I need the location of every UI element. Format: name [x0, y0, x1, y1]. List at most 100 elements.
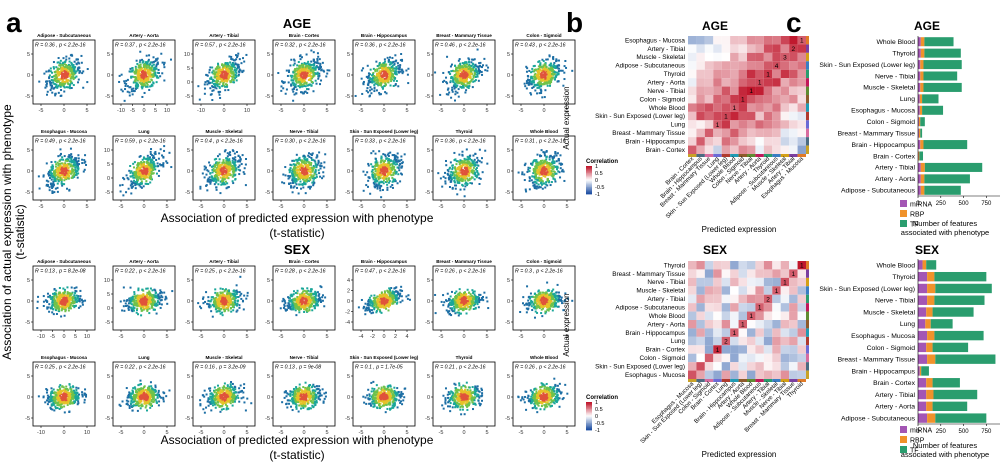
- scatter-point: [228, 76, 231, 79]
- scatter-point: [295, 163, 298, 166]
- scatter-point: [400, 158, 403, 161]
- scatter-point: [571, 69, 574, 72]
- scatter-point: [378, 93, 381, 96]
- scatter-point: [556, 152, 559, 155]
- scatter-point: [474, 174, 477, 177]
- scatter-point: [305, 176, 308, 179]
- scatter-point: [555, 58, 558, 61]
- scatter-point: [141, 165, 144, 168]
- scatter-point: [308, 152, 311, 155]
- scatter-point: [229, 81, 232, 84]
- scatter-point: [467, 162, 470, 165]
- scatter-point: [86, 68, 89, 71]
- scatter-point: [149, 85, 152, 88]
- scatter-point: [70, 161, 73, 164]
- scatter-point: [551, 65, 554, 68]
- scatter-point: [229, 69, 232, 72]
- scatter-point: [72, 72, 75, 75]
- scatter-point: [382, 153, 385, 156]
- scatter-point: [67, 167, 70, 170]
- scatter-point: [297, 176, 300, 179]
- scatter-point: [370, 163, 373, 166]
- scatter-point: [49, 171, 52, 174]
- scatter-point: [533, 64, 536, 67]
- scatter-point: [462, 68, 465, 71]
- scatter-point: [148, 158, 151, 161]
- scatter-point: [216, 175, 219, 178]
- scatter-point: [224, 67, 227, 70]
- scatter-point: [131, 67, 134, 70]
- scatter-point: [299, 84, 302, 87]
- scatter-point: [405, 69, 408, 72]
- scatter-point: [76, 160, 79, 163]
- scatter-point: [229, 65, 232, 68]
- scatter-point: [307, 163, 310, 166]
- scatter-point: [59, 175, 62, 178]
- scatter-point: [211, 176, 214, 179]
- scatter-point: [306, 84, 309, 87]
- scatter-point: [460, 73, 463, 76]
- scatter-point: [554, 151, 557, 154]
- scatter-point: [464, 165, 467, 168]
- scatter-point: [296, 64, 299, 67]
- scatter-point: [49, 83, 52, 86]
- scatter-point: [224, 83, 227, 86]
- scatter-point: [455, 170, 458, 173]
- scatter-point: [557, 80, 560, 83]
- scatter-point: [151, 172, 154, 175]
- scatter-point: [382, 79, 385, 82]
- scatter-point: [458, 163, 461, 166]
- scatter-point: [360, 69, 363, 72]
- scatter-point: [465, 68, 468, 71]
- scatter-point: [372, 150, 375, 153]
- scatter-point: [473, 164, 476, 167]
- scatter-point: [216, 71, 219, 74]
- scatter-point: [204, 81, 207, 84]
- scatter-point: [73, 171, 76, 174]
- scatter-point: [49, 67, 52, 70]
- scatter-point: [234, 159, 237, 162]
- scatter-point: [77, 81, 80, 84]
- scatter-point: [149, 75, 152, 78]
- scatter-point: [392, 166, 395, 169]
- scatter-point: [467, 160, 470, 163]
- scatter-point: [228, 55, 231, 58]
- scatter-point: [374, 164, 377, 167]
- scatter-point: [377, 174, 380, 177]
- scatter-point: [292, 174, 295, 177]
- scatter-point: [370, 152, 373, 155]
- scatter-ytick-label: -5: [265, 190, 270, 196]
- scatter-point: [464, 71, 467, 74]
- scatter-point: [385, 63, 388, 66]
- scatter-point: [283, 81, 286, 84]
- scatter-ytick-label: 0: [347, 73, 350, 79]
- scatter-point: [537, 82, 540, 85]
- scatter-point: [307, 161, 310, 164]
- scatter-point: [228, 153, 231, 156]
- scatter-point: [125, 174, 128, 177]
- scatter-point: [448, 72, 451, 75]
- scatter-point: [302, 183, 305, 186]
- scatter-ytick-label: 5: [187, 66, 190, 72]
- scatter-point: [134, 85, 137, 88]
- scatter-point: [470, 64, 473, 67]
- scatter-point: [376, 187, 379, 190]
- scatter-point: [50, 166, 53, 169]
- scatter-point: [366, 76, 369, 79]
- scatter-point: [546, 84, 549, 87]
- scatter-point: [65, 64, 68, 67]
- scatter-ytick-label: 0: [187, 80, 190, 86]
- scatter-point: [70, 160, 73, 163]
- scatter-point: [369, 81, 372, 84]
- scatter-point: [280, 85, 283, 88]
- scatter-point: [230, 63, 233, 66]
- scatter-point: [73, 69, 76, 72]
- scatter-point: [471, 170, 474, 173]
- scatter-point: [557, 72, 560, 75]
- scatter-point: [537, 67, 540, 70]
- scatter-point: [314, 67, 317, 70]
- scatter-point: [326, 69, 329, 72]
- scatter-point: [143, 69, 146, 72]
- scatter-point: [301, 168, 304, 171]
- scatter-point: [292, 84, 295, 87]
